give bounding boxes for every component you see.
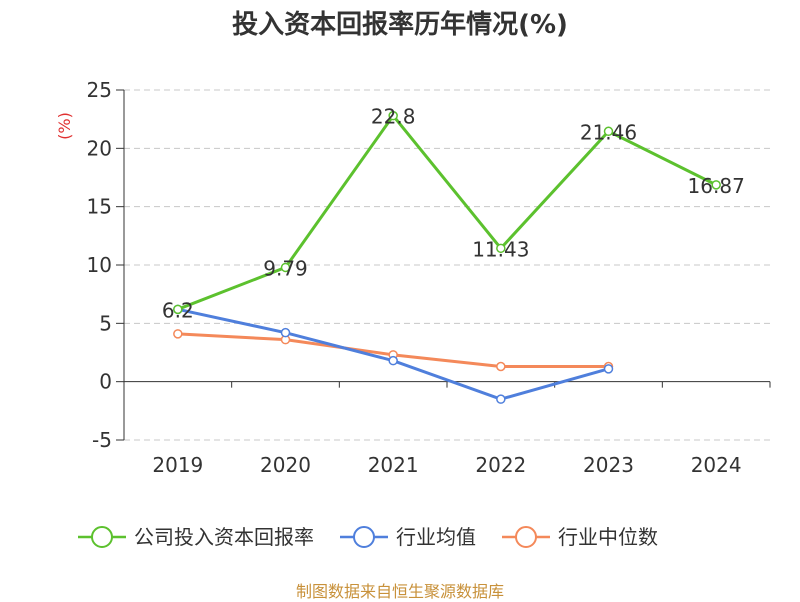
y-tick-label: 5 xyxy=(99,311,112,335)
legend-marker xyxy=(515,526,537,548)
data-point xyxy=(388,110,398,121)
data-point xyxy=(496,361,506,372)
y-tick-label: 0 xyxy=(99,370,112,394)
data-point xyxy=(496,394,506,404)
x-tick-label: 2023 xyxy=(583,453,634,477)
y-tick-label: -5 xyxy=(92,428,112,452)
y-axis-label: (%) xyxy=(55,112,74,140)
data-point xyxy=(280,262,291,273)
y-tick-label: 25 xyxy=(87,78,112,102)
legend-label: 行业均值 xyxy=(396,525,476,549)
legend-label: 公司投入资本回报率 xyxy=(134,525,314,549)
data-point xyxy=(603,126,614,137)
legend-label: 行业中位数 xyxy=(558,525,658,549)
x-tick-label: 2024 xyxy=(691,453,742,477)
data-label: 6.2 xyxy=(162,298,194,322)
data-label: 22.8 xyxy=(371,105,416,129)
data-label: 16.87 xyxy=(688,174,745,198)
data-point xyxy=(603,364,614,374)
data-label: 11.43 xyxy=(472,237,529,261)
y-tick-label: 15 xyxy=(87,195,112,219)
data-label: 21.46 xyxy=(580,120,637,144)
chart-title: 投入资本回报率历年情况(%) xyxy=(232,10,568,40)
x-tick-label: 2021 xyxy=(368,453,419,477)
data-point xyxy=(388,355,398,366)
legend-marker xyxy=(353,526,375,548)
data-point xyxy=(280,327,291,338)
y-tick-label: 20 xyxy=(87,136,112,160)
data-point xyxy=(711,180,721,190)
data-point xyxy=(173,304,183,315)
data-point xyxy=(496,243,506,254)
legend-marker xyxy=(91,526,113,548)
y-tick-label: 10 xyxy=(87,253,112,277)
x-tick-label: 2020 xyxy=(260,453,311,477)
series-line xyxy=(177,113,717,311)
x-tick-label: 2022 xyxy=(475,453,526,477)
x-tick-label: 2019 xyxy=(152,453,203,477)
data-label: 9.79 xyxy=(263,256,308,280)
data-point xyxy=(173,329,183,339)
source-note: 制图数据来自恒生聚源数据库 xyxy=(295,582,504,601)
